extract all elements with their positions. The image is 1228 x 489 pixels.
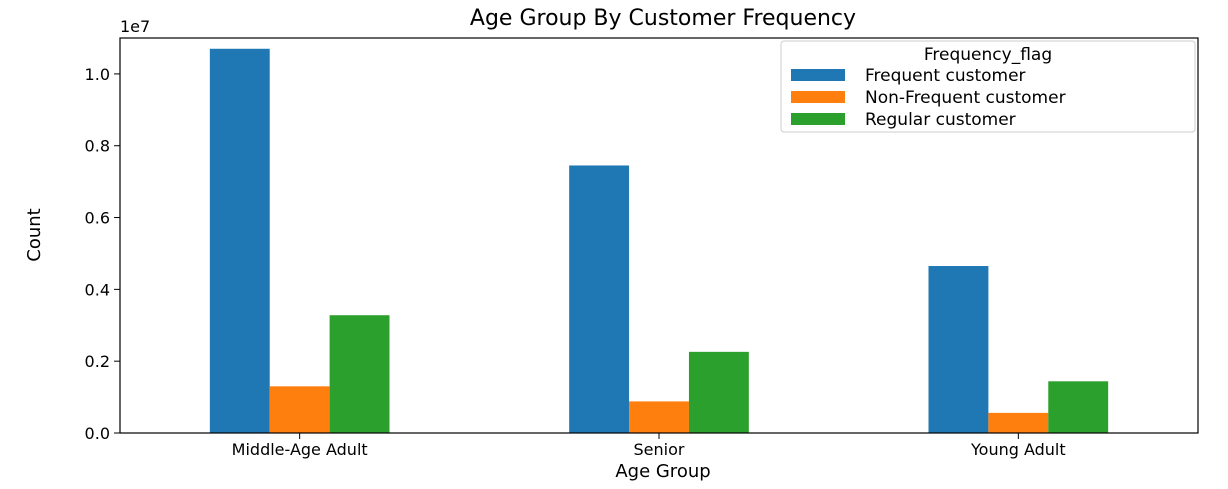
legend-swatch bbox=[791, 113, 845, 125]
y-tick-label: 0.6 bbox=[85, 209, 110, 228]
legend-title: Frequency_flag bbox=[924, 45, 1052, 65]
x-axis-label: Age Group bbox=[615, 461, 710, 482]
legend-label: Frequent customer bbox=[865, 66, 1026, 86]
bar bbox=[988, 412, 1049, 433]
legend-label: Regular customer bbox=[865, 110, 1016, 130]
bar bbox=[269, 386, 330, 433]
y-axis-offset-label: 1e7 bbox=[120, 17, 150, 36]
plot-frame bbox=[119, 37, 1199, 434]
bar bbox=[688, 351, 749, 433]
y-tick-label: 1.0 bbox=[85, 65, 110, 84]
axis-ticks: 0.0 0.2 0.4 0.6 0.8 1.0 Middle-Age Adult Senior… bbox=[85, 65, 1066, 459]
bar bbox=[209, 48, 270, 433]
legend-swatch bbox=[791, 91, 845, 103]
bar bbox=[329, 315, 390, 433]
y-tick-label: 0.8 bbox=[85, 137, 110, 156]
x-tick-label: Middle-Age Adult bbox=[232, 440, 368, 459]
bar bbox=[569, 165, 630, 433]
y-tick-label: 0.4 bbox=[85, 280, 110, 299]
bar bbox=[629, 401, 689, 433]
y-tick-label: 0.2 bbox=[85, 352, 110, 371]
x-tick-label: Young Adult bbox=[970, 440, 1066, 459]
x-tick-label: Senior bbox=[634, 440, 685, 459]
bars bbox=[209, 48, 1109, 433]
y-tick-label: 0.0 bbox=[85, 424, 110, 443]
bar bbox=[928, 266, 989, 433]
chart-title: Age Group By Customer Frequency bbox=[470, 6, 856, 31]
bar bbox=[1048, 381, 1109, 433]
legend-box bbox=[780, 40, 1196, 133]
legend-label: Non-Frequent customer bbox=[865, 88, 1066, 108]
y-axis-label: Count bbox=[24, 208, 45, 261]
legend: Frequency_flag Frequent customerNon-Freq… bbox=[780, 40, 1196, 133]
legend-swatch bbox=[791, 69, 845, 81]
